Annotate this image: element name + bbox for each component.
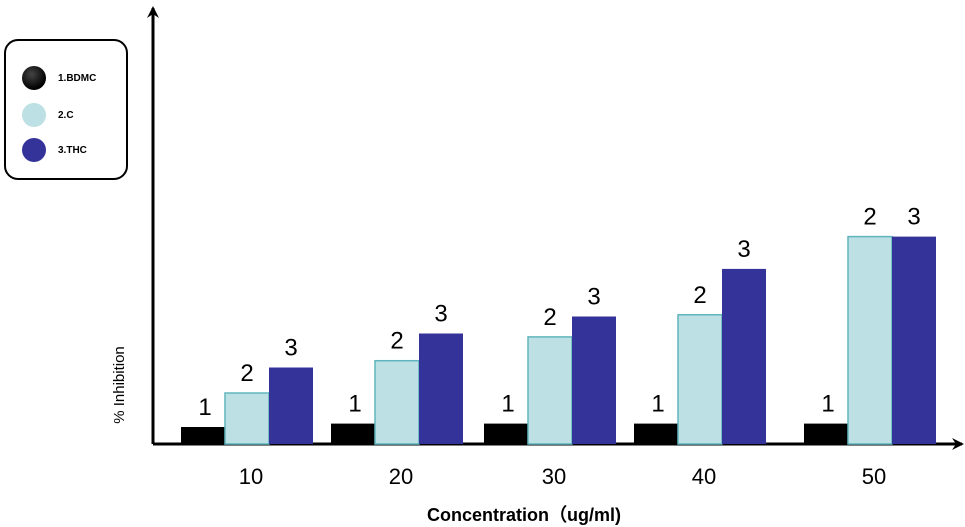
bar-label-2-30: 2 (543, 304, 556, 331)
bar-label-1-20: 1 (348, 391, 361, 418)
legend-label-bdmc: 1.BDMC (58, 72, 97, 84)
legend-label-thc: 3.THC (58, 144, 87, 156)
legend-label-c: 2.C (58, 109, 74, 121)
legend-item-c: 2.C (22, 103, 74, 127)
bar-1-20 (331, 423, 375, 444)
bar-label-3-10: 3 (284, 335, 297, 362)
bar-label-1-50: 1 (821, 391, 834, 418)
bar-2-40 (677, 314, 723, 445)
bar-2-30 (527, 336, 573, 445)
bar-label-2-50: 2 (863, 204, 876, 231)
x-tick-labels-group: 10 20 30 40 50 (239, 464, 886, 489)
bars-group (181, 235, 936, 445)
legend-item-thc: 3.THC (22, 138, 87, 162)
x-tick-label-30: 30 (542, 464, 566, 489)
x-tick-label-50: 50 (862, 464, 886, 489)
bar-3-50 (892, 236, 936, 444)
bar-2-20 (374, 359, 420, 445)
bar-labels-group: 1 2 3 1 2 3 1 2 3 1 2 3 1 2 3 (198, 204, 920, 421)
x-tick-label-20: 20 (389, 464, 413, 489)
bar-3-10 (269, 367, 313, 444)
bar-label-3-30: 3 (587, 284, 600, 311)
bar-label-3-40: 3 (737, 236, 750, 263)
y-axis-label: % Inhibition (111, 346, 128, 424)
x-tick-label-10: 10 (239, 464, 263, 489)
bar-label-3-20: 3 (434, 301, 447, 328)
bar-label-3-50: 3 (907, 204, 920, 231)
x-tick-label-40: 40 (692, 464, 716, 489)
legend-item-bdmc: 1.BDMC (22, 66, 96, 90)
bar-1-50 (804, 423, 848, 444)
bar-label-1-30: 1 (501, 391, 514, 418)
bar-2-50 (847, 235, 893, 445)
bar-1-40 (634, 423, 678, 444)
legend-swatch-thc (22, 138, 46, 162)
bar-3-40 (722, 268, 766, 444)
bar-1-10 (181, 427, 225, 444)
bar-3-20 (419, 333, 463, 444)
legend: 1.BDMC 2.C 3.THC (4, 39, 128, 180)
bar-1-30 (484, 423, 528, 444)
bar-label-2-10: 2 (240, 360, 253, 387)
bar-3-30 (572, 316, 616, 444)
legend-swatch-c (22, 103, 46, 127)
bar-label-1-10: 1 (198, 394, 211, 421)
bar-2-10 (224, 392, 270, 445)
legend-swatch-bdmc (22, 66, 46, 90)
x-axis-label: Concentration（ug/ml) (427, 505, 621, 525)
bar-label-2-40: 2 (693, 282, 706, 309)
bar-label-2-20: 2 (390, 328, 403, 355)
bar-label-1-40: 1 (651, 391, 664, 418)
